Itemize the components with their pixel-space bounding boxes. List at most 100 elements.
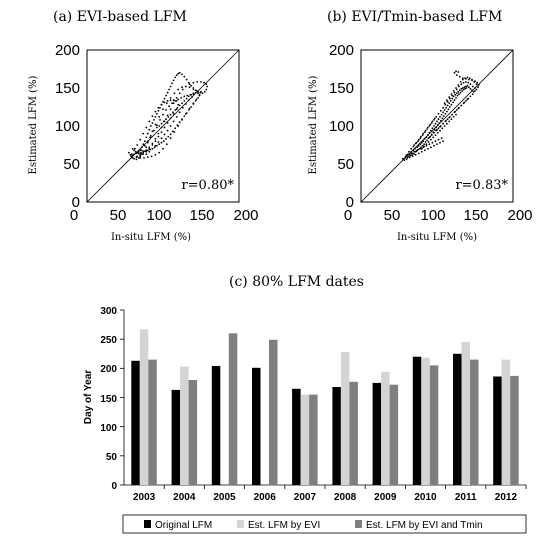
- panel-a-data-point: [172, 112, 175, 115]
- panel-a-data-point: [183, 95, 186, 98]
- panel-a-data-point: [181, 73, 183, 76]
- panel-b-data-point: [430, 146, 432, 149]
- panel-b-data-point: [432, 136, 435, 139]
- bar-est-lfm-evi-2004: [180, 366, 189, 485]
- panel-b-data-point: [455, 88, 458, 91]
- bar-est-lfm-evi-2010: [421, 357, 430, 485]
- panel-b-data-point: [411, 155, 414, 158]
- panel-a-data-point: [157, 141, 160, 143]
- panel-b-data-point: [408, 156, 411, 159]
- bar-est-lfm-evi-2009: [381, 371, 390, 485]
- panel-a-data-point: [140, 146, 143, 149]
- panel-b-data-point: [442, 111, 444, 114]
- panel-b-data-point: [412, 149, 415, 152]
- panel-b-data-point: [430, 129, 432, 132]
- panel-b-title: (b) EVI/Tmin-based LFM: [327, 9, 502, 25]
- panel-b-data-point: [466, 84, 469, 87]
- panel-b-data-point: [441, 117, 444, 120]
- panel-a-data-point: [145, 146, 148, 149]
- panel-a-data-point: [154, 140, 157, 143]
- panel-b-data-point: [404, 155, 407, 158]
- panel-b-data-point: [430, 138, 432, 141]
- panel-a-data-point: [190, 93, 193, 96]
- panel-a-data-point: [137, 150, 140, 153]
- panel-b-data-point: [461, 78, 464, 81]
- panel-b-data-point: [446, 110, 448, 113]
- panel-a-data-point: [203, 81, 205, 84]
- panel-a-data-point: [137, 152, 140, 155]
- panel-a-data-point: [192, 92, 195, 95]
- panel-a-data-point: [187, 109, 190, 111]
- panel-a-plot-frame: [86, 49, 240, 203]
- panel-a-data-point: [160, 103, 163, 106]
- panel-b-data-point: [439, 141, 441, 144]
- panel-a-data-point: [154, 123, 157, 126]
- panel-a-data-point: [143, 140, 146, 143]
- bar-est-lfm-evi-2011: [461, 342, 470, 485]
- panel-a-data-point: [175, 97, 178, 99]
- panel-a-x-tick: 200: [233, 207, 258, 224]
- panel-a-data-point: [176, 124, 179, 127]
- legend-swatch-evi: [237, 520, 244, 528]
- panel-b-data-point: [423, 143, 425, 146]
- panel-a-data-point: [185, 97, 188, 100]
- panel-a-data-point: [159, 119, 161, 121]
- panel-a-data-point: [203, 90, 206, 93]
- panel-b-data-point: [465, 81, 467, 83]
- panel-b-data-point: [421, 144, 424, 147]
- panel-b-data-point: [472, 90, 475, 93]
- panel-b-data-point: [469, 83, 472, 86]
- bar-est-lfm-evi-tmin-2006: [269, 339, 278, 486]
- panel-a-data-point: [169, 133, 172, 136]
- panel-b-data-point: [416, 146, 419, 149]
- panel-a-data-point: [169, 85, 172, 88]
- panel-b-data-point: [458, 93, 460, 95]
- panel-b-data-point: [466, 98, 469, 101]
- bar-original-lfm-2007: [292, 388, 301, 486]
- panel-b-data-point: [410, 147, 413, 150]
- panel-a-x-tick: 0: [70, 207, 78, 224]
- panel-a-data-point: [166, 100, 169, 102]
- panel-b-data-point: [443, 102, 446, 105]
- panel-b-data-point: [419, 143, 422, 146]
- panel-a-data-point: [139, 157, 142, 159]
- panel-a-data-point: [133, 157, 136, 160]
- panel-a-data-point: [167, 135, 170, 138]
- panel-b-y-tick: 50: [337, 156, 354, 173]
- panel-b-data-point: [417, 140, 419, 143]
- panel-a-data-point: [181, 102, 183, 105]
- panel-a-data-point: [151, 130, 154, 133]
- panel-a-data-point: [151, 142, 154, 145]
- panel-a-data-point: [174, 109, 177, 111]
- panel-a-data-point: [177, 72, 180, 75]
- panel-a-data-point: [165, 138, 167, 140]
- panel-a-data-point: [148, 146, 151, 149]
- panel-b-data-point: [453, 99, 456, 102]
- bar-est-lfm-evi-tmin-2011: [470, 359, 479, 485]
- panel-a-data-point: [171, 82, 174, 85]
- panel-b-data-point: [465, 85, 467, 88]
- panel-a-data-point: [151, 144, 154, 146]
- panel-b-data-point: [449, 106, 451, 108]
- panel-b-data-point: [434, 122, 437, 125]
- panel-a-data-point: [185, 78, 188, 81]
- panel-b-data-point: [448, 96, 451, 98]
- panel-a-data-point: [174, 76, 177, 79]
- panel-a-data-point: [173, 92, 176, 95]
- bar-est-lfm-evi-tmin-2009: [389, 384, 399, 485]
- panel-b-data-point: [460, 87, 463, 90]
- panel-a-data-point: [169, 97, 172, 99]
- panel-a-data-point: [156, 144, 158, 147]
- bar-est-lfm-evi-2008: [340, 352, 350, 485]
- panel-a-data-point: [162, 140, 165, 143]
- panel-a-data-point: [165, 94, 167, 97]
- panel-b-data-point: [446, 100, 449, 103]
- panel-b-data-point: [436, 120, 438, 123]
- panel-b-data-point: [435, 126, 438, 129]
- panel-a-data-point: [148, 120, 151, 123]
- panel-c-x-tick: 2005: [213, 492, 236, 503]
- panel-b-data-point: [442, 115, 445, 117]
- panel-a-data-point: [192, 81, 195, 84]
- panel-a-data-point: [194, 91, 197, 94]
- panel-a-data-point: [142, 132, 145, 135]
